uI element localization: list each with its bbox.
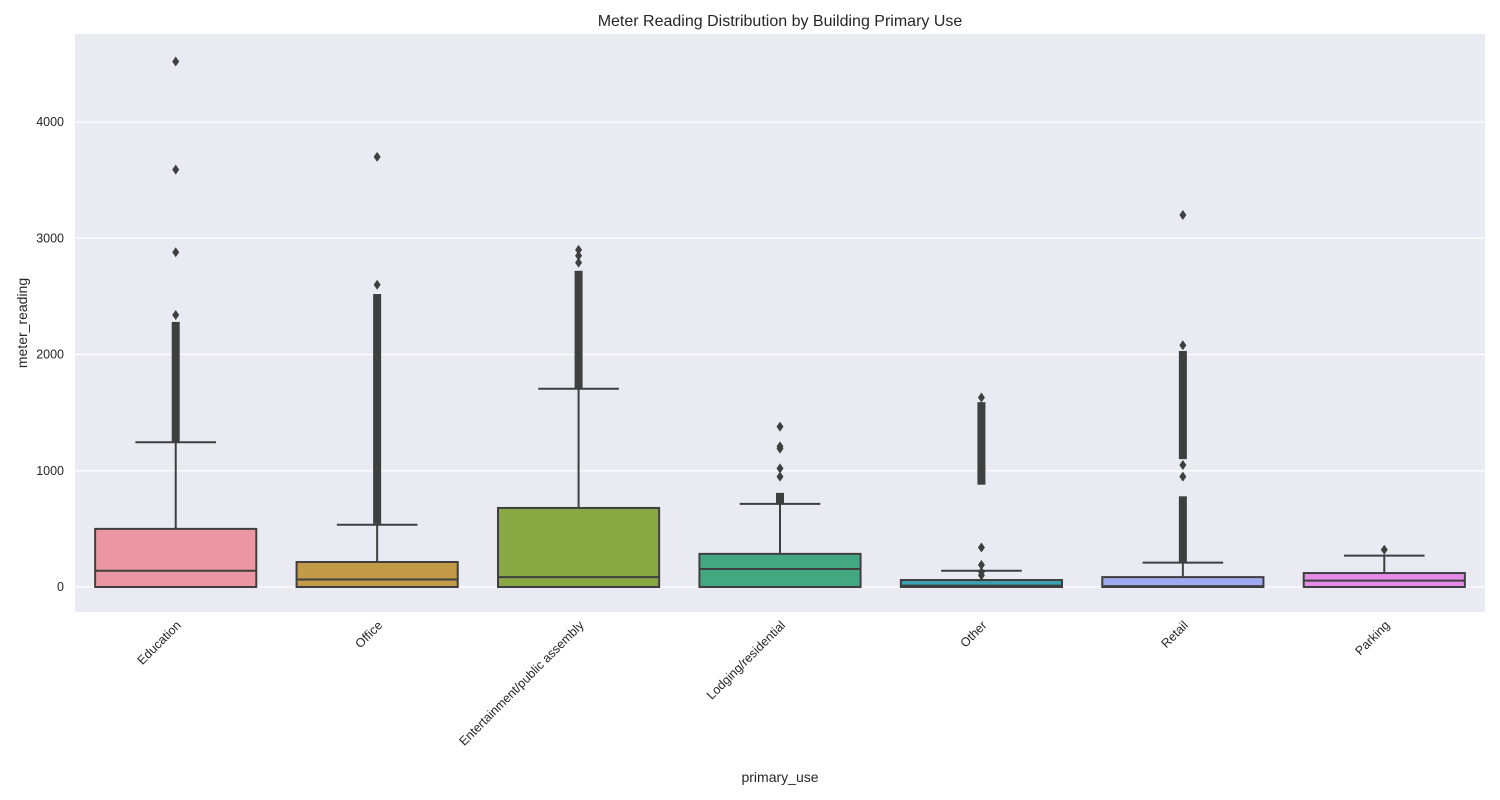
- outlier-point: [1179, 340, 1187, 351]
- outlier-point: [776, 441, 784, 452]
- y-tick-label: 1000: [36, 464, 64, 478]
- boxes: [94, 56, 1466, 589]
- box-4: [899, 392, 1063, 589]
- box-3: [698, 421, 862, 589]
- outlier-point: [373, 151, 381, 162]
- y-tick-label: 3000: [36, 231, 64, 245]
- x-tick-label: Other: [958, 618, 990, 650]
- outlier-band: [373, 294, 382, 525]
- y-axis-label: meter_reading: [14, 278, 30, 368]
- box-5: [1101, 210, 1265, 589]
- outlier-point: [977, 566, 985, 577]
- outlier-band: [171, 321, 180, 443]
- x-axis-label: primary_use: [741, 769, 818, 785]
- outlier-point: [776, 421, 784, 432]
- outlier-point: [172, 164, 180, 175]
- outlier-point: [172, 56, 180, 67]
- outlier-point: [172, 309, 180, 320]
- chart-title: Meter Reading Distribution by Building P…: [598, 13, 963, 30]
- outlier-band: [1178, 351, 1187, 460]
- x-tick-label: Entertainment/public assembly: [456, 618, 587, 749]
- outlier-band: [574, 270, 583, 389]
- box-1: [295, 151, 459, 588]
- y-tick-labels: 0 1000 2000 3000 4000: [36, 115, 64, 594]
- outlier-point: [776, 471, 784, 482]
- y-tick-label: 2000: [36, 348, 64, 362]
- y-tick-label: 0: [57, 580, 64, 594]
- outlier-point: [977, 559, 985, 570]
- x-tick-labels: Education Office Entertainment/public asse…: [135, 618, 1393, 749]
- x-tick-label: Parking: [1353, 618, 1393, 658]
- outlier-band: [776, 492, 784, 504]
- outlier-point: [575, 257, 583, 268]
- outlier-point: [1380, 544, 1388, 555]
- outlier-point: [776, 463, 784, 474]
- box-rect: [295, 561, 459, 588]
- outlier-point: [1179, 210, 1187, 220]
- outlier-band: [977, 402, 986, 485]
- outlier-point: [977, 542, 985, 553]
- outlier-point: [1179, 471, 1187, 482]
- box-rect: [497, 506, 661, 589]
- outlier-point: [977, 392, 985, 403]
- x-tick-label: Lodging/residential: [704, 618, 788, 702]
- outlier-band: [1178, 496, 1187, 563]
- outlier-point: [1179, 459, 1187, 470]
- box-rect: [94, 527, 258, 588]
- outlier-point: [575, 244, 583, 255]
- box-2: [497, 244, 661, 589]
- outlier-point: [373, 279, 381, 290]
- outlier-point: [575, 250, 583, 261]
- x-tick-label: Education: [135, 618, 184, 667]
- box-6: [1302, 544, 1466, 588]
- outlier-point: [172, 247, 180, 258]
- x-tick-label: Retail: [1158, 618, 1191, 651]
- y-tick-label: 4000: [36, 115, 64, 129]
- box-rect: [698, 552, 862, 589]
- x-tick-label: Office: [352, 618, 385, 651]
- box-0: [94, 56, 258, 588]
